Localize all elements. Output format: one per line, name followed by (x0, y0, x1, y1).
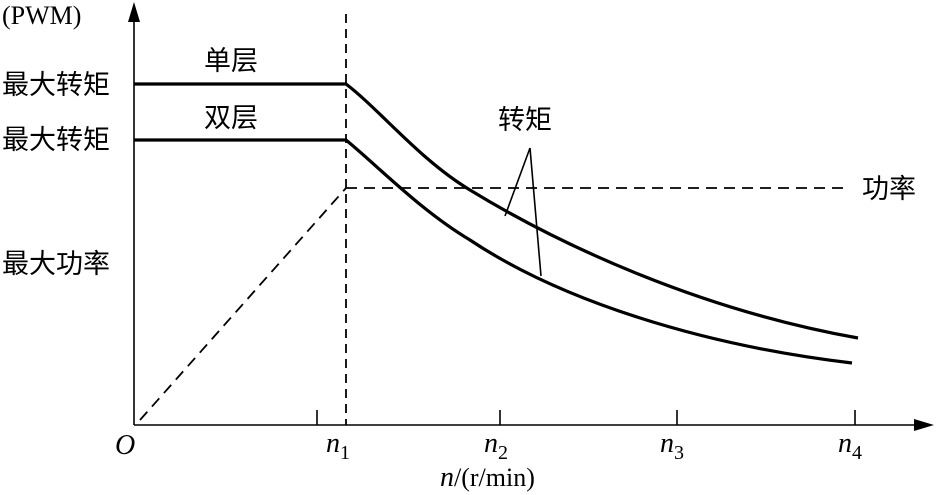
double-layer-label: 双层 (204, 103, 258, 134)
y-axis-arrow (128, 2, 140, 22)
torque-curve-single-layer (134, 82, 859, 340)
single-layer-label: 单层 (204, 46, 258, 77)
x-axis-arrow (914, 419, 934, 431)
torque-leader-line-single (504, 147, 531, 217)
max-power-label: 最大功率 (2, 249, 110, 280)
origin-label: O (115, 430, 135, 461)
torque-curve-double-layer (134, 138, 853, 365)
max-torque-single-label: 最大转矩 (2, 70, 110, 101)
torque-leader-line-double (529, 147, 542, 277)
torque-label: 转矩 (498, 105, 552, 136)
power-curve-rising (139, 187, 347, 421)
y-axis-unit-label: (PWM) (2, 1, 81, 30)
power-label: 功率 (862, 174, 916, 205)
x-tick-label-n1: n1 (326, 428, 350, 464)
x-tick-label-n2: n2 (484, 428, 508, 464)
x-tick-label-n3: n3 (660, 428, 684, 464)
max-torque-double-label: 最大转矩 (2, 125, 110, 156)
x-axis-label: n/(r/min) (440, 462, 535, 493)
x-tick-label-n4: n4 (838, 428, 862, 464)
